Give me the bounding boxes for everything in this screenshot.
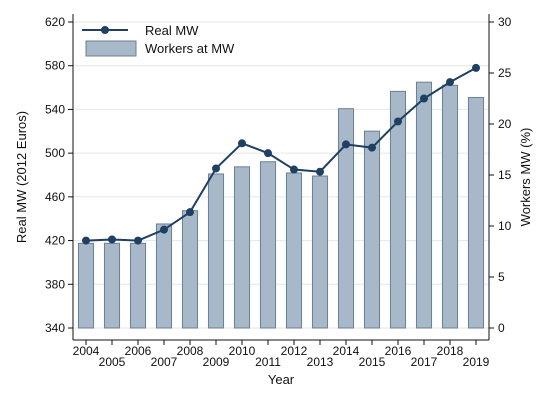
right-tick-label: 0 xyxy=(498,321,505,335)
point-real-mw xyxy=(264,149,272,158)
x-tick-label: 2015 xyxy=(359,355,386,369)
legend-label-real-mw: Real MW xyxy=(145,23,199,38)
bar-workers-at-mw xyxy=(259,161,277,329)
right-axis-title: Workers MW (%) xyxy=(518,128,533,227)
right-axis-ticks: 0 5 10 15 20 25 30 xyxy=(489,15,512,335)
legend-bar-swatch xyxy=(85,40,137,57)
left-tick-label: 420 xyxy=(45,234,65,248)
x-tick-label: 2019 xyxy=(463,355,490,369)
bar-workers-at-mw xyxy=(181,210,199,329)
x-tick-label: 2004 xyxy=(73,344,100,358)
point-real-mw xyxy=(134,236,142,245)
x-tick-label: 2007 xyxy=(151,355,178,369)
point-real-mw xyxy=(82,236,90,245)
point-real-mw xyxy=(394,117,402,126)
point-real-mw xyxy=(446,78,454,87)
x-tick-label: 2012 xyxy=(281,344,308,358)
bar-workers-at-mw xyxy=(441,84,459,329)
x-tick-label: 2009 xyxy=(203,355,230,369)
right-tick-label: 30 xyxy=(498,15,512,29)
point-real-mw xyxy=(368,143,376,152)
right-tick-label: 5 xyxy=(498,270,505,284)
x-tick-label: 2011 xyxy=(255,355,281,369)
point-real-mw xyxy=(420,94,428,103)
left-tick-label: 620 xyxy=(45,15,65,29)
x-tick-label: 2014 xyxy=(333,344,360,358)
point-real-mw xyxy=(186,208,194,217)
x-tick-label: 2017 xyxy=(411,355,438,369)
bar-workers-at-mw xyxy=(233,166,251,329)
x-tick-label: 2018 xyxy=(437,344,464,358)
left-tick-label: 500 xyxy=(45,146,65,160)
right-tick-label: 25 xyxy=(498,66,512,80)
point-real-mw xyxy=(212,164,220,173)
left-axis-ticks: 340 380 420 460 500 540 580 620 xyxy=(45,15,73,335)
point-real-mw xyxy=(238,139,246,148)
bar-series-workers-at-mw xyxy=(77,81,485,329)
x-tick-label: 2010 xyxy=(229,344,256,358)
left-tick-label: 380 xyxy=(45,277,65,291)
left-axis-title: Real MW (2012 Euros) xyxy=(14,111,29,243)
bar-workers-at-mw xyxy=(467,96,485,329)
point-real-mw xyxy=(316,167,324,176)
line-path-real-mw xyxy=(85,67,477,242)
line-series-real-mw xyxy=(82,63,480,245)
point-real-mw xyxy=(342,140,350,149)
x-tick-label: 2016 xyxy=(385,344,412,358)
bar-workers-at-mw xyxy=(77,242,95,329)
right-tick-label: 20 xyxy=(498,117,512,131)
bar-workers-at-mw xyxy=(389,90,407,329)
left-tick-label: 580 xyxy=(45,59,65,73)
bar-workers-at-mw xyxy=(129,242,147,329)
x-tick-label: 2008 xyxy=(177,344,204,358)
left-tick-label: 460 xyxy=(45,190,65,204)
bar-workers-at-mw xyxy=(311,175,329,329)
legend-line-marker xyxy=(101,26,109,34)
bar-workers-at-mw xyxy=(337,108,355,329)
point-real-mw xyxy=(160,225,168,234)
bar-workers-at-mw xyxy=(155,223,173,329)
right-tick-label: 15 xyxy=(498,168,512,182)
point-real-mw xyxy=(290,165,298,174)
x-tick-label: 2006 xyxy=(125,344,152,358)
legend-label-workers-at-mw: Workers at MW xyxy=(145,41,235,56)
bar-workers-at-mw xyxy=(363,130,381,329)
point-real-mw xyxy=(472,63,480,72)
bar-workers-at-mw xyxy=(207,173,225,329)
bar-workers-at-mw xyxy=(285,172,303,329)
bar-workers-at-mw xyxy=(103,242,121,329)
point-real-mw xyxy=(108,235,116,244)
x-tick-label: 2013 xyxy=(307,355,334,369)
left-tick-label: 340 xyxy=(45,321,65,335)
bar-workers-at-mw xyxy=(415,81,433,329)
right-tick-label: 10 xyxy=(498,219,512,233)
x-axis-ticks: 2004200520062007200820092010201120122013… xyxy=(73,340,490,369)
legend: Real MW Workers at MW xyxy=(82,23,235,57)
x-axis-title: Year xyxy=(268,372,295,387)
left-tick-label: 540 xyxy=(45,102,65,116)
x-tick-label: 2005 xyxy=(99,355,126,369)
